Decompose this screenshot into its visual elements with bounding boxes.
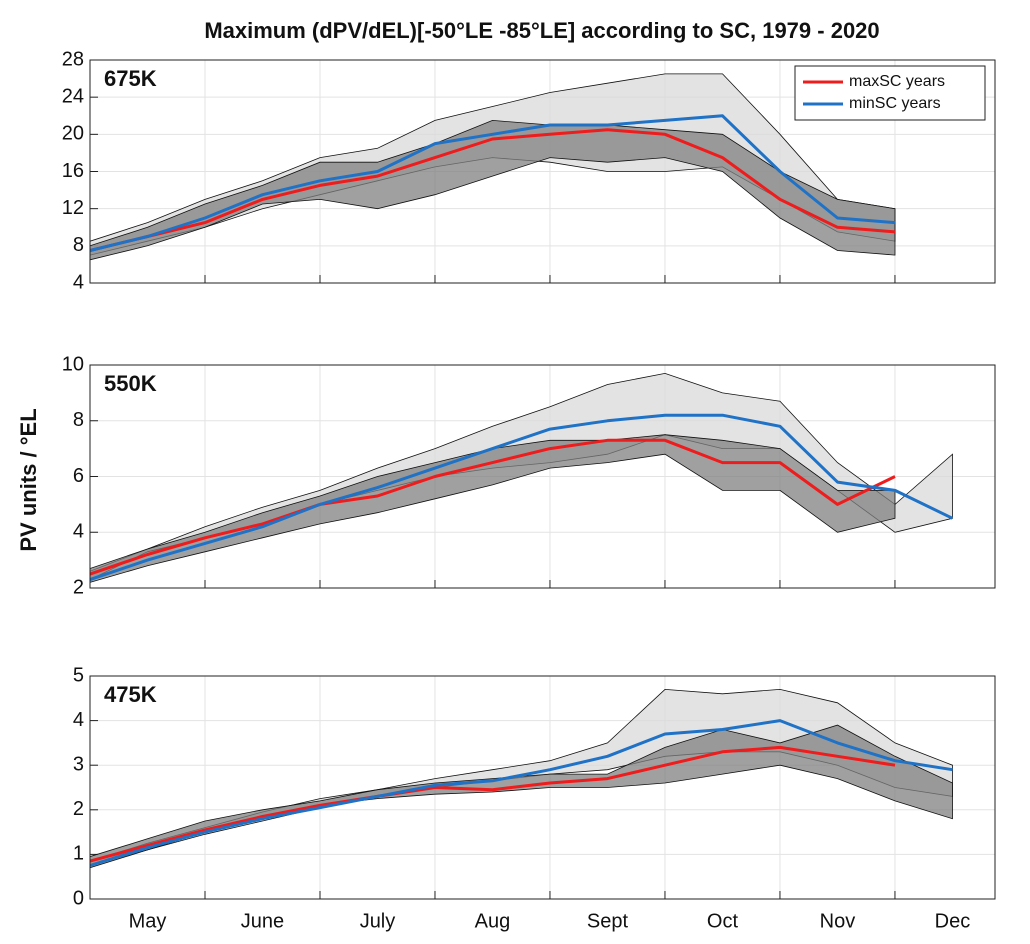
x-tick-label: Nov bbox=[820, 910, 856, 932]
y-tick-label: 10 bbox=[62, 353, 84, 375]
y-tick-label: 28 bbox=[62, 48, 84, 70]
series-line bbox=[89, 745, 896, 863]
y-tick-label: 2 bbox=[73, 798, 84, 820]
plot-frame bbox=[89, 59, 996, 284]
y-tick-label: 5 bbox=[73, 664, 84, 686]
series-line bbox=[89, 114, 896, 252]
x-tick-label: June bbox=[241, 910, 284, 932]
legend-box bbox=[794, 65, 986, 121]
series-line bbox=[89, 719, 953, 867]
y-tick-label: 24 bbox=[62, 85, 84, 107]
chart-title: Maximum (dPV/dEL)[-50°LE -85°LE] accordi… bbox=[204, 18, 879, 43]
legend-label: maxSC years bbox=[849, 73, 945, 90]
plot-frame bbox=[89, 675, 996, 900]
panel-label: 550K bbox=[104, 371, 157, 396]
y-tick-label: 4 bbox=[73, 271, 84, 293]
y-tick-label: 20 bbox=[62, 123, 84, 145]
x-tick-label: Dec bbox=[935, 910, 971, 932]
panel-label: 675K bbox=[104, 66, 157, 91]
series-line bbox=[89, 438, 896, 576]
y-tick-label: 6 bbox=[73, 465, 84, 487]
y-tick-label: 8 bbox=[73, 234, 84, 256]
panel-label: 475K bbox=[104, 682, 157, 707]
x-tick-label: July bbox=[360, 910, 396, 932]
y-tick-label: 3 bbox=[73, 753, 84, 775]
range-band bbox=[89, 119, 896, 261]
range-band bbox=[89, 724, 953, 869]
y-tick-label: 8 bbox=[73, 409, 84, 431]
y-tick-label: 16 bbox=[62, 160, 84, 182]
y-axis-label: PV units / °EL bbox=[16, 408, 41, 551]
x-tick-label: Oct bbox=[707, 910, 739, 932]
y-tick-label: 4 bbox=[73, 521, 84, 543]
series-line bbox=[89, 128, 896, 252]
y-tick-label: 0 bbox=[73, 887, 84, 909]
y-tick-label: 4 bbox=[73, 709, 84, 731]
y-tick-label: 1 bbox=[73, 843, 84, 865]
x-tick-label: Sept bbox=[587, 910, 629, 932]
plot-frame bbox=[89, 364, 996, 589]
x-tick-label: May bbox=[129, 910, 167, 932]
legend-label: minSC years bbox=[849, 95, 941, 112]
x-tick-label: Aug bbox=[475, 910, 511, 932]
y-tick-label: 2 bbox=[73, 576, 84, 598]
series-line bbox=[89, 413, 954, 582]
y-tick-label: 12 bbox=[62, 197, 84, 219]
